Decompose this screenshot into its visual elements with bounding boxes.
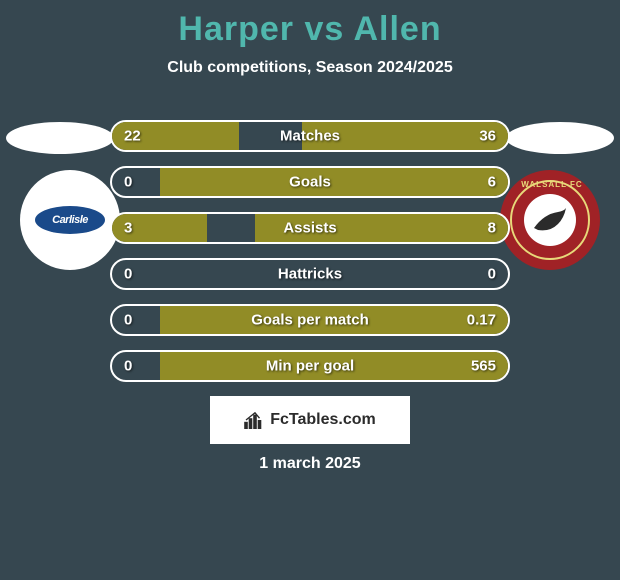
- decorative-ellipse-right: [506, 122, 614, 154]
- stat-bar: 00.17Goals per match: [110, 304, 510, 336]
- stat-label: Matches: [112, 128, 508, 145]
- walsall-badge-ring: WALSALL FC: [510, 180, 590, 260]
- stat-bar: 06Goals: [110, 166, 510, 198]
- page-subtitle: Club competitions, Season 2024/2025: [0, 59, 620, 77]
- stat-bar: 2236Matches: [110, 120, 510, 152]
- walsall-badge-text: WALSALL FC: [512, 180, 592, 189]
- footer-logo-text: FcTables.com: [270, 411, 376, 429]
- stat-label: Hattricks: [112, 266, 508, 283]
- stat-bar: 0565Min per goal: [110, 350, 510, 382]
- stat-label: Goals: [112, 174, 508, 191]
- footer-date: 1 march 2025: [0, 455, 620, 473]
- carlisle-badge: Carlisle: [35, 206, 105, 234]
- stat-label: Goals per match: [112, 312, 508, 329]
- footer-logo: FcTables.com: [210, 396, 410, 444]
- club-crest-left: Carlisle: [20, 170, 120, 270]
- bird-icon: [524, 194, 576, 246]
- decorative-ellipse-left: [6, 122, 114, 154]
- club-crest-right: WALSALL FC: [500, 170, 600, 270]
- comparison-bars: 2236Matches 06Goals 38Assists 00Hattricks 00…: [110, 120, 510, 396]
- stat-bar: 00Hattricks: [110, 258, 510, 290]
- fctables-icon: [244, 411, 266, 429]
- page-title: Harper vs Allen: [0, 0, 620, 49]
- walsall-badge-center: [524, 194, 576, 246]
- stat-label: Min per goal: [112, 358, 508, 375]
- stat-bar: 38Assists: [110, 212, 510, 244]
- stat-label: Assists: [112, 220, 508, 237]
